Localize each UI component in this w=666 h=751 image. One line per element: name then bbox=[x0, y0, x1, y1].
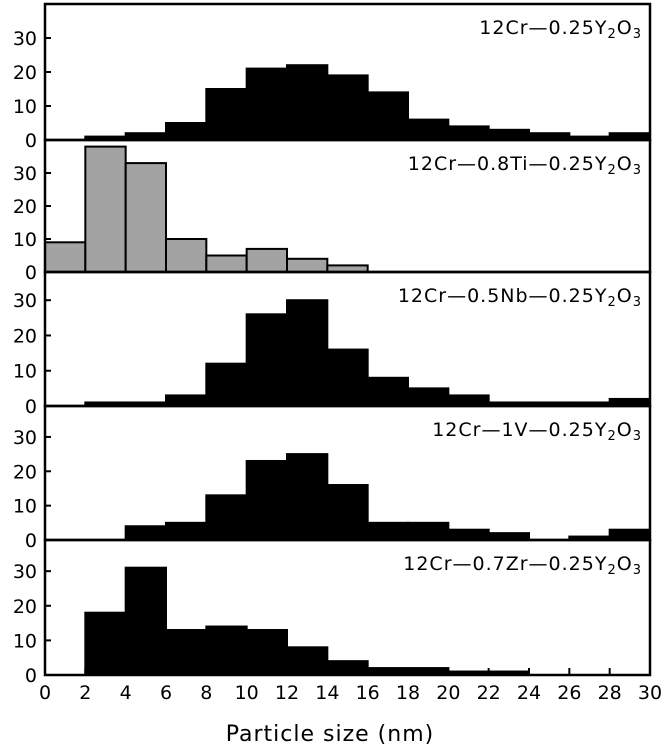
y-tick-label: 0 bbox=[25, 262, 37, 284]
x-tick-label: 10 bbox=[235, 682, 259, 704]
panel-5: 0 10 20 30 12Cr—0.7Zr—0.25Y2O3 bbox=[13, 538, 652, 687]
bar bbox=[165, 629, 208, 676]
panel-title: 12Cr—0.8Ti—0.25Y2O3 bbox=[408, 153, 642, 178]
y-tick-label: 30 bbox=[13, 561, 37, 583]
bar bbox=[44, 241, 87, 274]
panel-title: 12Cr—0.5Nb—0.25Y2O3 bbox=[398, 285, 642, 310]
x-tick-label: 20 bbox=[436, 682, 460, 704]
panel-frame bbox=[43, 538, 652, 677]
y-tick-label: 10 bbox=[13, 229, 37, 251]
x-tick-label: 6 bbox=[160, 682, 172, 704]
bar bbox=[447, 528, 490, 542]
y-tick-label: 30 bbox=[13, 28, 37, 50]
x-tick-label: 18 bbox=[396, 682, 420, 704]
x-tick-label: 12 bbox=[275, 682, 299, 704]
x-axis-title: Particle size (nm) bbox=[226, 722, 434, 747]
panel-1: 0 10 20 30 12Cr—0.25Y2O3 bbox=[13, 2, 652, 152]
bar bbox=[205, 625, 248, 676]
bar bbox=[286, 64, 329, 141]
y-tick-label: 30 bbox=[13, 290, 37, 312]
bar bbox=[326, 484, 369, 541]
y-tick-label: 10 bbox=[13, 96, 37, 118]
bar bbox=[165, 238, 208, 273]
bar bbox=[447, 125, 490, 142]
bar bbox=[366, 376, 409, 407]
bar bbox=[326, 348, 369, 407]
y-tick-label: 20 bbox=[13, 461, 37, 483]
panel-title: 12Cr—1V—0.25Y2O3 bbox=[432, 419, 642, 444]
histogram-panels: 0 10 20 30 12Cr—0.25Y2O3 0 10 20 30 12Cr—0.8Ti—0.… bbox=[13, 2, 652, 687]
x-tick-label: 4 bbox=[120, 682, 132, 704]
bar bbox=[205, 362, 248, 407]
y-tick-label: 10 bbox=[13, 496, 37, 518]
panel-2: 0 10 20 30 12Cr—0.8Ti—0.25Y2O3 bbox=[13, 138, 652, 284]
bar bbox=[124, 566, 167, 677]
panel-4: 0 10 20 30 12Cr—1V—0.25Y2O3 bbox=[13, 404, 652, 552]
bar bbox=[245, 459, 289, 542]
y-tick-label: 20 bbox=[13, 325, 37, 347]
panel-title: 12Cr—0.25Y2O3 bbox=[479, 17, 642, 42]
y-tick-label: 10 bbox=[13, 361, 37, 383]
bar bbox=[245, 629, 289, 676]
y-tick-label: 10 bbox=[13, 630, 37, 652]
bar bbox=[165, 394, 208, 407]
x-axis: 0 2 4 6 8 10 12 14 16 18 20 22 24 26 28 30 bbox=[39, 668, 662, 704]
y-tick-label: 0 bbox=[25, 396, 37, 418]
x-tick-label: 0 bbox=[39, 682, 51, 704]
bar bbox=[286, 299, 329, 408]
bar bbox=[286, 453, 329, 542]
x-tick-label: 2 bbox=[79, 682, 91, 704]
bar bbox=[205, 494, 248, 542]
y-tick-label: 0 bbox=[25, 130, 37, 152]
bar bbox=[286, 646, 329, 676]
bar bbox=[245, 313, 289, 408]
bar bbox=[366, 91, 409, 141]
bar bbox=[165, 521, 208, 541]
y-tick-label: 20 bbox=[13, 596, 37, 618]
y-tick-label: 0 bbox=[25, 665, 37, 687]
bar bbox=[84, 145, 127, 274]
bar bbox=[447, 394, 490, 407]
x-tick-label: 28 bbox=[598, 682, 622, 704]
y-tick-label: 20 bbox=[13, 196, 37, 218]
x-tick-label: 30 bbox=[638, 682, 662, 704]
bar bbox=[366, 521, 409, 541]
bar bbox=[407, 521, 450, 541]
bar bbox=[165, 122, 208, 141]
y-tick-label: 20 bbox=[13, 62, 37, 84]
bar bbox=[245, 67, 289, 141]
bar bbox=[124, 162, 167, 274]
x-tick-label: 22 bbox=[477, 682, 501, 704]
x-tick-label: 14 bbox=[315, 682, 339, 704]
bar bbox=[407, 118, 450, 141]
y-tick-label: 30 bbox=[13, 163, 37, 185]
bar bbox=[84, 611, 127, 677]
bar bbox=[286, 257, 329, 273]
bar bbox=[245, 247, 289, 273]
x-tick-label: 8 bbox=[200, 682, 212, 704]
bar bbox=[326, 74, 369, 141]
bar bbox=[487, 128, 530, 142]
y-tick-label: 0 bbox=[25, 530, 37, 552]
bar bbox=[326, 660, 369, 677]
x-tick-label: 16 bbox=[356, 682, 380, 704]
bar bbox=[205, 88, 248, 141]
bar bbox=[124, 525, 167, 541]
x-tick-label: 24 bbox=[517, 682, 541, 704]
x-tick-label: 26 bbox=[557, 682, 581, 704]
panel-title: 12Cr—0.7Zr—0.25Y2O3 bbox=[403, 553, 642, 578]
bar bbox=[608, 528, 652, 542]
bar bbox=[407, 387, 450, 407]
y-tick-label: 30 bbox=[13, 427, 37, 449]
panel-3: 0 10 20 30 12Cr—0.5Nb—0.25Y2O3 bbox=[13, 270, 652, 418]
bar bbox=[205, 254, 248, 273]
